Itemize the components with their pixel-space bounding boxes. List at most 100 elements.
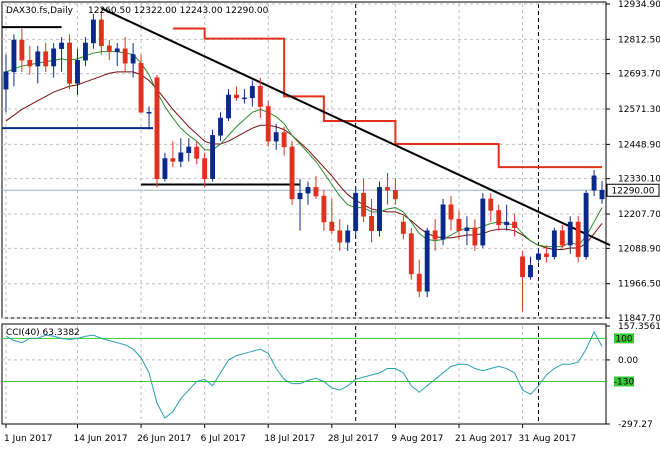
candle-body bbox=[448, 204, 454, 220]
candle-body bbox=[559, 230, 565, 246]
candle-body bbox=[194, 146, 200, 159]
candle-body bbox=[273, 132, 279, 142]
candle-body bbox=[520, 256, 525, 278]
candle-body bbox=[536, 253, 541, 260]
candle-body bbox=[528, 265, 533, 278]
x-tick-label: 1 Jun 2017 bbox=[4, 434, 52, 444]
candle-body bbox=[162, 158, 168, 179]
y-tick-label: 12571.30 bbox=[618, 105, 660, 115]
candle-body bbox=[464, 227, 470, 231]
candle-body bbox=[345, 230, 351, 243]
candle-body bbox=[488, 198, 494, 211]
candle-body bbox=[202, 158, 208, 179]
candle-body bbox=[599, 190, 605, 200]
symbol-label: DAX30.fs,Daily bbox=[6, 6, 74, 16]
candle-body bbox=[265, 106, 271, 142]
candle-body bbox=[114, 48, 120, 52]
cci-line bbox=[5, 330, 603, 419]
candle-body bbox=[512, 221, 518, 229]
candle-body bbox=[218, 117, 223, 136]
current-price-tag: 12290.00 bbox=[606, 183, 660, 197]
candle-body bbox=[583, 192, 589, 257]
candle-body bbox=[210, 135, 216, 179]
x-tick-label: 21 Aug 2017 bbox=[455, 434, 513, 444]
cci-tick-label: 157.3561 bbox=[618, 322, 660, 332]
cci-grid bbox=[2, 326, 606, 424]
candle-body bbox=[154, 77, 160, 179]
candle-body bbox=[392, 190, 398, 200]
candle-body bbox=[67, 42, 72, 84]
candle-body bbox=[385, 187, 390, 191]
candle-body bbox=[369, 216, 374, 231]
candle-body bbox=[456, 218, 462, 231]
candle-body bbox=[440, 204, 446, 240]
cci-pane[interactable] bbox=[1, 323, 607, 425]
candle-body bbox=[297, 192, 303, 200]
candle-body bbox=[75, 60, 80, 84]
candle-body bbox=[305, 187, 311, 194]
y-tick-label: 12207.70 bbox=[618, 210, 660, 220]
cci-plot bbox=[2, 330, 606, 419]
candles bbox=[3, 11, 605, 312]
candle-body bbox=[19, 39, 25, 61]
candle-body bbox=[424, 230, 430, 292]
candle-body bbox=[408, 233, 414, 275]
candle-body bbox=[591, 175, 597, 191]
candle-body bbox=[416, 273, 422, 292]
candle-body bbox=[289, 146, 295, 200]
x-tick-label: 28 Jul 2017 bbox=[328, 434, 379, 444]
main-pane[interactable] bbox=[1, 1, 607, 319]
candle-body bbox=[138, 62, 144, 113]
cci-level-tag-label: 100 bbox=[615, 334, 632, 344]
stop-line bbox=[172, 27, 603, 169]
time-axis: 1 Jun 2017 14 Jun 2017 26 Jun 2017 6 Jul 20… bbox=[4, 424, 576, 444]
candle-body bbox=[281, 132, 287, 148]
candle-body bbox=[59, 42, 65, 49]
candle-body bbox=[321, 195, 327, 223]
cci-value-axis: 157.3561 0.00 -297.27 100 -130 bbox=[606, 322, 660, 430]
cci-level-tag-label: -130 bbox=[614, 377, 635, 387]
candle-body bbox=[43, 51, 49, 67]
y-tick-label: 11966.50 bbox=[618, 280, 660, 290]
candle-body bbox=[504, 221, 510, 226]
candle-body bbox=[186, 146, 192, 153]
candle-body bbox=[170, 158, 176, 162]
candle-body bbox=[106, 45, 112, 52]
candle-body bbox=[90, 19, 96, 44]
ohlc-label: 12260.50 12322.00 12243.00 12290.00 bbox=[88, 6, 269, 16]
candle-body bbox=[472, 227, 478, 246]
main-overlays bbox=[2, 7, 611, 250]
candle-body bbox=[234, 94, 239, 99]
cci-label: CCI(40) 63.3382 bbox=[6, 328, 80, 338]
y-tick-label: 12448.90 bbox=[618, 140, 660, 150]
cci-level-tag bbox=[614, 376, 634, 387]
trendline bbox=[100, 7, 611, 247]
candle-body bbox=[432, 230, 438, 240]
candle-body bbox=[178, 152, 184, 162]
x-tick-label: 26 Jun 2017 bbox=[137, 434, 191, 444]
ma-fast-line bbox=[5, 51, 603, 248]
candle-body bbox=[257, 86, 263, 107]
x-tick-label: 9 Aug 2017 bbox=[391, 434, 443, 444]
cci-level-tag bbox=[614, 333, 634, 344]
candle-body bbox=[496, 210, 502, 226]
candle-body bbox=[249, 86, 255, 99]
candle-body bbox=[146, 112, 152, 114]
main-price-axis: 12934.90 12812.50 12693.70 12571.30 12448.90… bbox=[606, 0, 660, 324]
candle-body bbox=[11, 39, 17, 73]
candle-body bbox=[551, 230, 557, 257]
candle-body bbox=[27, 60, 33, 67]
y-tick-label: 11847.70 bbox=[618, 314, 660, 324]
candle-body bbox=[329, 221, 335, 231]
candle-body bbox=[98, 19, 104, 47]
candle-body bbox=[130, 54, 136, 64]
candle-body bbox=[83, 42, 88, 61]
candle-body bbox=[575, 221, 581, 257]
x-tick-label: 14 Jun 2017 bbox=[74, 434, 128, 444]
current-price-label: 12290.00 bbox=[612, 186, 655, 196]
candle-body bbox=[353, 192, 359, 231]
candle-body bbox=[480, 198, 486, 246]
candle-body bbox=[361, 192, 367, 217]
candle-body bbox=[337, 230, 343, 243]
